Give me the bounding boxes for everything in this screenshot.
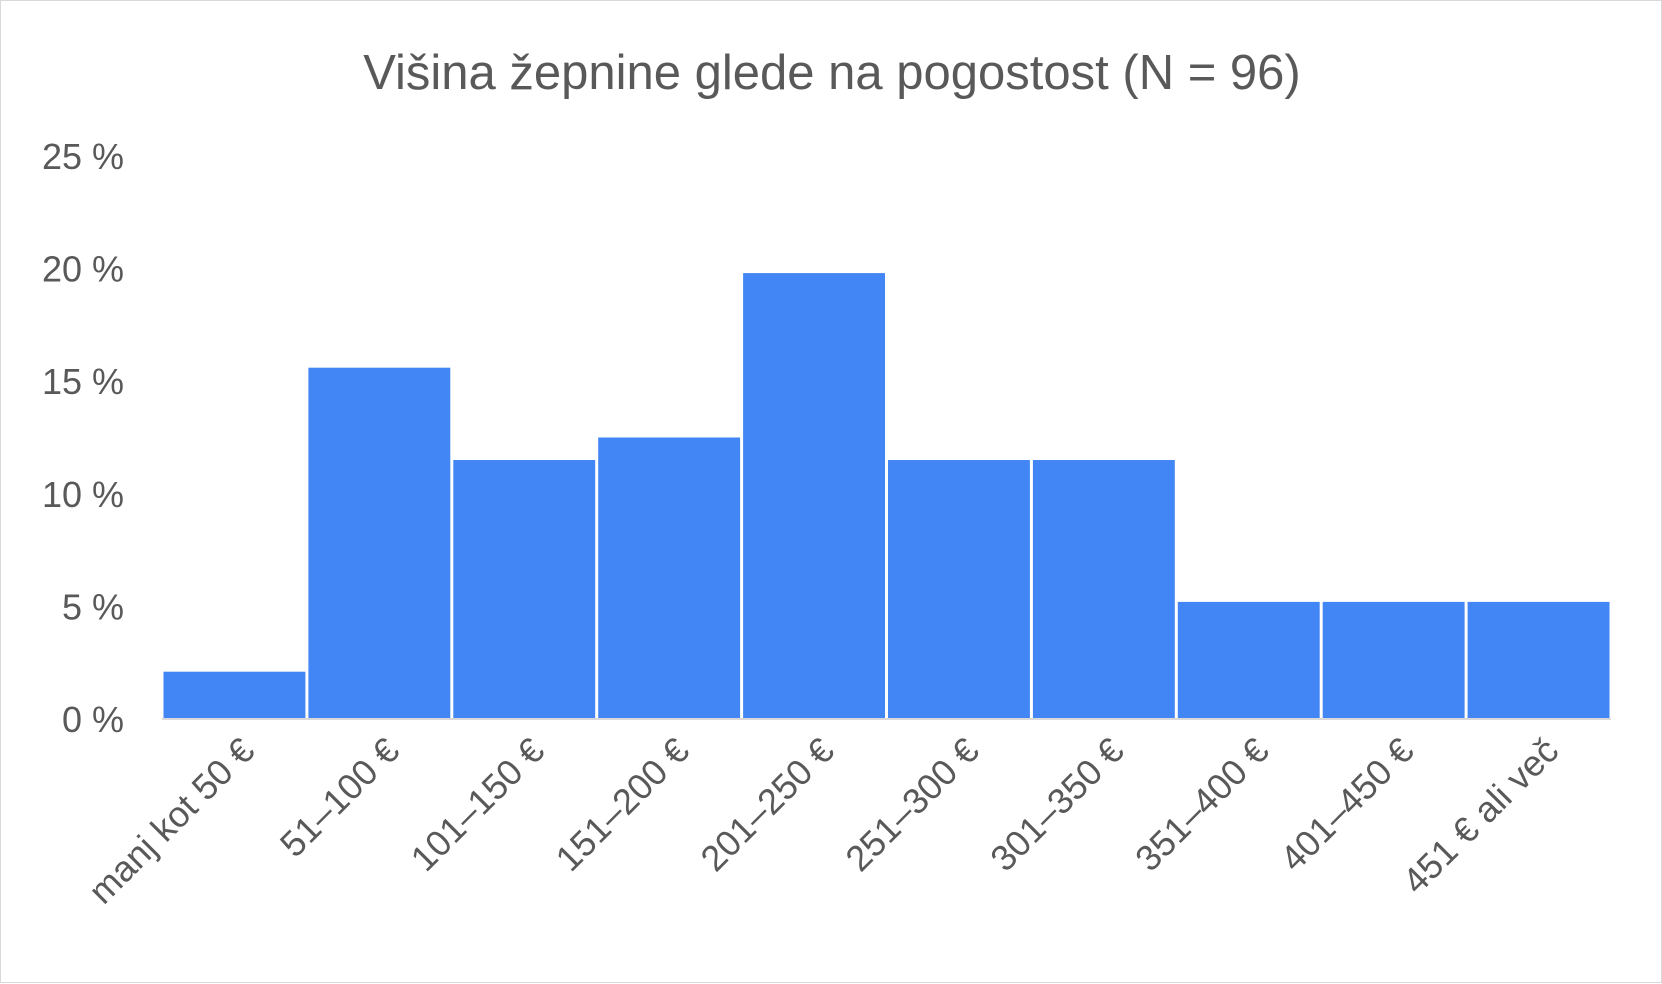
bar xyxy=(888,460,1030,719)
y-tick-label: 15 % xyxy=(42,361,124,402)
x-tick-label: 401–450 € xyxy=(1272,730,1421,879)
x-tick-label: 351–400 € xyxy=(1127,730,1276,879)
bar xyxy=(1032,460,1175,719)
bar xyxy=(1322,601,1465,719)
y-tick-label: 20 % xyxy=(42,249,124,290)
y-tick-label: 0 % xyxy=(62,699,124,740)
y-tick-label: 25 % xyxy=(42,136,124,177)
bar xyxy=(163,671,306,719)
x-tick-label: 451 € ali več xyxy=(1394,730,1566,902)
x-tick-label: manj kot 50 € xyxy=(80,730,262,912)
bar xyxy=(308,367,451,719)
x-tick-label: 51–100 € xyxy=(272,730,407,865)
bar xyxy=(1467,601,1610,719)
y-axis-ticks: 0 % 5 % 10 % 15 % 20 % 25 % xyxy=(42,136,124,740)
y-tick-label: 10 % xyxy=(42,474,124,515)
x-tick-label: 151–200 € xyxy=(547,730,696,879)
x-tick-label: 101–150 € xyxy=(403,730,552,879)
x-tick-label: 201–250 € xyxy=(692,730,841,879)
x-axis-ticks: manj kot 50 €51–100 €101–150 €151–200 €2… xyxy=(80,730,1566,912)
x-tick-label: 301–350 € xyxy=(982,730,1131,879)
bar xyxy=(743,273,885,719)
bar xyxy=(453,460,596,719)
bar xyxy=(1177,601,1320,719)
y-tick-label: 5 % xyxy=(62,586,124,627)
bars xyxy=(163,273,1610,719)
x-tick-label: 251–300 € xyxy=(837,730,986,879)
bar xyxy=(598,437,741,719)
chart-title: Višina žepnine glede na pogostost (N = 9… xyxy=(363,46,1301,100)
